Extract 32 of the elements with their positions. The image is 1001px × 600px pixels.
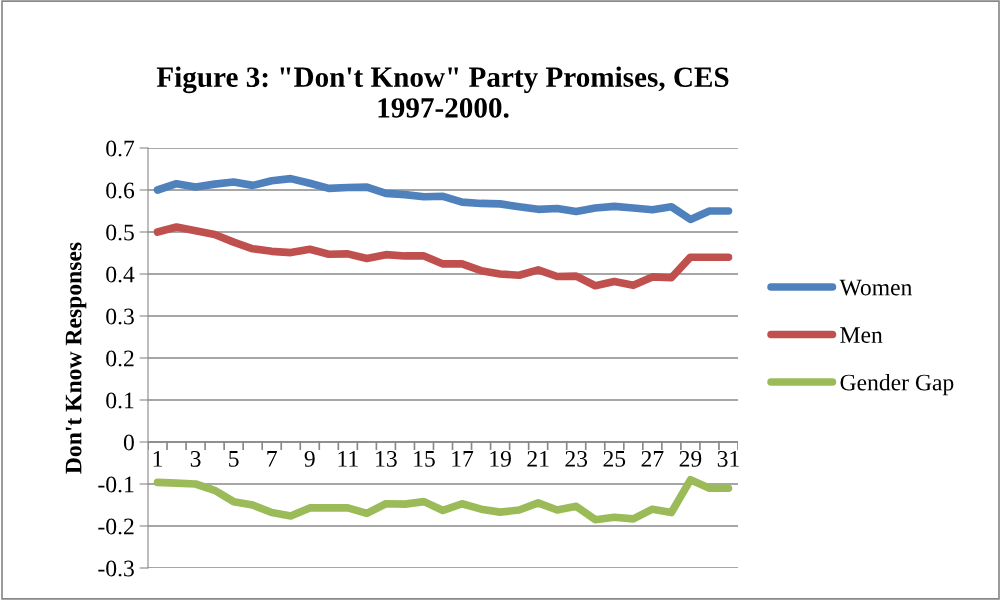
x-tick-label: 29 [679,450,702,467]
x-tick-label: 11 [338,450,358,467]
x-tick-label: 21 [527,450,549,467]
x-tick-label: 7 [267,451,277,467]
x-tick-label: 23 [565,450,588,467]
legend-label: Women [839,279,913,296]
x-tick-label: 31 [717,450,739,467]
x-tick-label: 13 [376,450,397,467]
y-tick-label: 0.2 [106,350,134,367]
y-tick-label: 0.7 [106,140,135,157]
y-tick-label: 0.5 [106,224,134,241]
x-tick-label: 15 [414,450,435,467]
x-tick-label: 19 [490,450,511,467]
x-tick-label: 17 [452,450,474,467]
x-tick-label: 1 [153,450,162,467]
legend-label: Gender Gap [840,373,954,396]
x-tick-label: 5 [229,451,239,467]
legend-label: Men [840,327,883,343]
y-tick-label: -0.1 [98,476,134,493]
chart-title: Figure 3: "Don't Know" Party Promises, CES 1997-2000. [156,66,729,118]
y-axis-title: Don't Know Responses [65,242,87,474]
x-tick-label: 25 [603,450,626,467]
y-tick-label: 0.3 [106,308,134,325]
x-tick-label: 3 [190,450,201,467]
y-tick-label: -0.2 [98,518,134,535]
y-tick-label: 0.6 [106,182,135,199]
y-tick-label: 0.4 [106,266,135,283]
x-tick-label: 9 [304,450,315,467]
y-tick-label: 0.1 [106,392,134,409]
y-tick-label: 0 [123,434,134,451]
y-tick-label: -0.3 [98,560,134,577]
x-tick-label: 27 [641,450,664,467]
